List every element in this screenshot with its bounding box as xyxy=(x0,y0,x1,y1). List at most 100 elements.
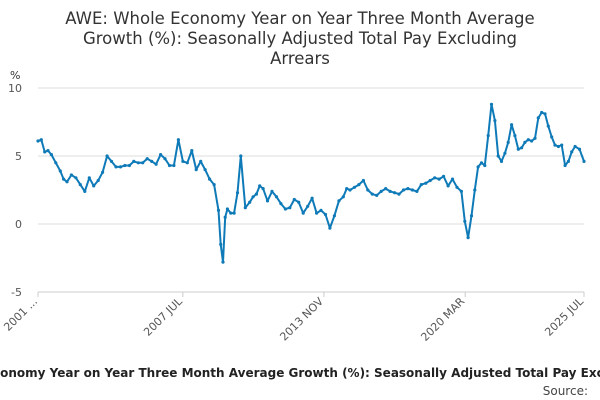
data-point xyxy=(141,161,145,165)
data-point xyxy=(101,170,105,174)
data-point xyxy=(323,212,328,217)
data-point xyxy=(446,184,450,188)
data-point xyxy=(486,134,490,138)
data-point xyxy=(239,154,243,158)
chart-title-line: Arrears xyxy=(270,49,330,68)
data-point xyxy=(526,138,530,142)
data-point xyxy=(36,139,40,143)
data-point xyxy=(570,150,574,154)
data-point xyxy=(489,102,494,106)
data-point xyxy=(248,200,252,204)
data-point xyxy=(297,200,301,204)
data-point xyxy=(503,151,507,155)
data-point xyxy=(479,161,484,165)
data-point xyxy=(536,116,540,120)
data-point xyxy=(424,181,428,185)
data-point xyxy=(466,236,470,240)
data-point xyxy=(114,165,118,169)
data-point xyxy=(540,110,544,115)
data-point xyxy=(270,189,274,193)
x-tick-label: 2013 NOV xyxy=(277,295,326,344)
data-point xyxy=(379,189,383,193)
data-point xyxy=(292,197,296,202)
data-point xyxy=(516,147,520,151)
data-point xyxy=(229,211,233,215)
data-point xyxy=(176,138,180,142)
data-point xyxy=(87,176,91,180)
data-point xyxy=(154,162,158,166)
x-tick-label: 2025 JUL xyxy=(542,294,586,338)
data-point xyxy=(39,138,43,142)
data-point xyxy=(167,163,172,168)
data-point xyxy=(181,159,185,163)
data-point xyxy=(194,168,198,172)
data-point xyxy=(352,185,357,189)
data-point xyxy=(288,206,292,210)
data-point xyxy=(348,188,352,192)
data-point xyxy=(203,168,207,172)
x-tick-label: 2020 MAR xyxy=(418,295,467,344)
data-point xyxy=(123,163,127,168)
data-point xyxy=(46,149,50,153)
data-point xyxy=(473,188,477,192)
data-point xyxy=(366,188,370,192)
data-point xyxy=(328,226,332,230)
data-point xyxy=(401,188,406,192)
data-point xyxy=(566,159,571,163)
data-point xyxy=(370,192,374,196)
chart-title-line: AWE: Whole Economy Year on Year Three Mo… xyxy=(65,9,534,28)
data-point xyxy=(212,183,216,187)
data-point xyxy=(546,124,550,128)
data-point xyxy=(78,183,82,187)
data-point xyxy=(563,163,567,168)
data-point xyxy=(150,159,154,163)
data-point xyxy=(523,140,527,144)
data-point xyxy=(437,177,441,181)
data-point xyxy=(65,180,69,184)
data-point xyxy=(315,211,319,215)
x-tick-label: 2007 JUL xyxy=(141,294,185,338)
data-point xyxy=(172,163,176,168)
data-point xyxy=(550,135,554,139)
data-point xyxy=(92,184,96,188)
data-point xyxy=(388,189,392,193)
data-point xyxy=(428,178,432,183)
y-tick-label: 5 xyxy=(15,150,22,163)
data-point xyxy=(145,157,149,161)
data-point xyxy=(232,211,236,215)
data-point xyxy=(159,153,163,157)
data-point xyxy=(415,189,419,193)
data-point xyxy=(96,178,100,183)
data-point xyxy=(306,204,310,208)
data-point xyxy=(410,188,414,192)
data-point xyxy=(341,195,345,199)
y-tick-label: -5 xyxy=(11,286,22,299)
data-point xyxy=(163,157,167,161)
data-point xyxy=(345,187,349,191)
y-tick-label: 10 xyxy=(8,82,22,95)
data-point xyxy=(573,144,577,149)
series-line xyxy=(37,103,585,264)
data-point xyxy=(442,174,446,178)
data-point xyxy=(310,196,314,200)
data-point xyxy=(361,178,365,183)
data-point xyxy=(419,183,423,187)
data-point xyxy=(185,161,189,165)
y-axis-ticks: 10 5 0 -5 xyxy=(8,82,22,299)
series-group xyxy=(36,102,586,264)
data-point xyxy=(393,191,397,195)
data-point xyxy=(118,165,123,169)
data-point xyxy=(219,242,223,246)
data-point xyxy=(483,163,487,168)
data-point xyxy=(261,187,265,191)
data-point xyxy=(49,153,54,157)
data-point xyxy=(301,211,305,215)
data-point xyxy=(274,195,279,199)
y-tick-label: 0 xyxy=(15,218,22,231)
data-point xyxy=(513,134,517,138)
data-point xyxy=(83,189,87,193)
data-point xyxy=(251,195,255,199)
legend-label: AWE: Whole Economy Year on Year Three Mo… xyxy=(0,366,600,380)
data-point xyxy=(258,184,262,188)
